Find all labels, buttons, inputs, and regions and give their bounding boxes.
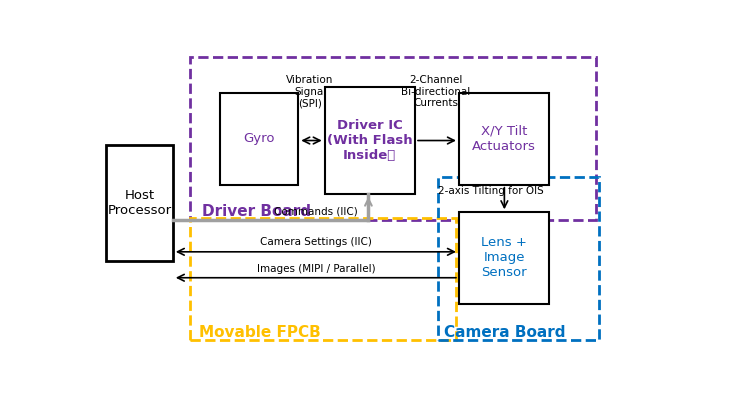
Bar: [220, 93, 298, 185]
Text: 2-axis Tilting for OIS: 2-axis Tilting for OIS: [438, 186, 544, 196]
Text: Commands (IIC): Commands (IIC): [274, 207, 358, 217]
Text: 2-Channel
Bi-directional
Currents: 2-Channel Bi-directional Currents: [401, 75, 470, 109]
Bar: [325, 87, 415, 194]
Bar: [105, 145, 173, 261]
Text: Host
Processor: Host Processor: [107, 189, 172, 217]
Bar: [191, 218, 456, 340]
Text: Images (MIPI / Parallel): Images (MIPI / Parallel): [257, 264, 375, 274]
Text: Camera Board: Camera Board: [444, 325, 566, 340]
Bar: [459, 212, 549, 304]
Text: Camera Settings (IIC): Camera Settings (IIC): [260, 237, 372, 247]
Text: X/Y Tilt
Actuators: X/Y Tilt Actuators: [472, 125, 536, 153]
Text: Gyro: Gyro: [243, 133, 275, 145]
Text: Movable FPCB: Movable FPCB: [199, 325, 321, 340]
Text: Driver IC
(With Flash
Inside）: Driver IC (With Flash Inside）: [327, 119, 413, 162]
Text: Driver Board: Driver Board: [202, 204, 311, 219]
Bar: [459, 93, 549, 185]
Text: Vibration
Signal
(SPI): Vibration Signal (SPI): [286, 75, 334, 109]
Text: Lens +
Image
Sensor: Lens + Image Sensor: [481, 236, 527, 280]
Bar: [191, 57, 596, 220]
Bar: [438, 177, 599, 340]
